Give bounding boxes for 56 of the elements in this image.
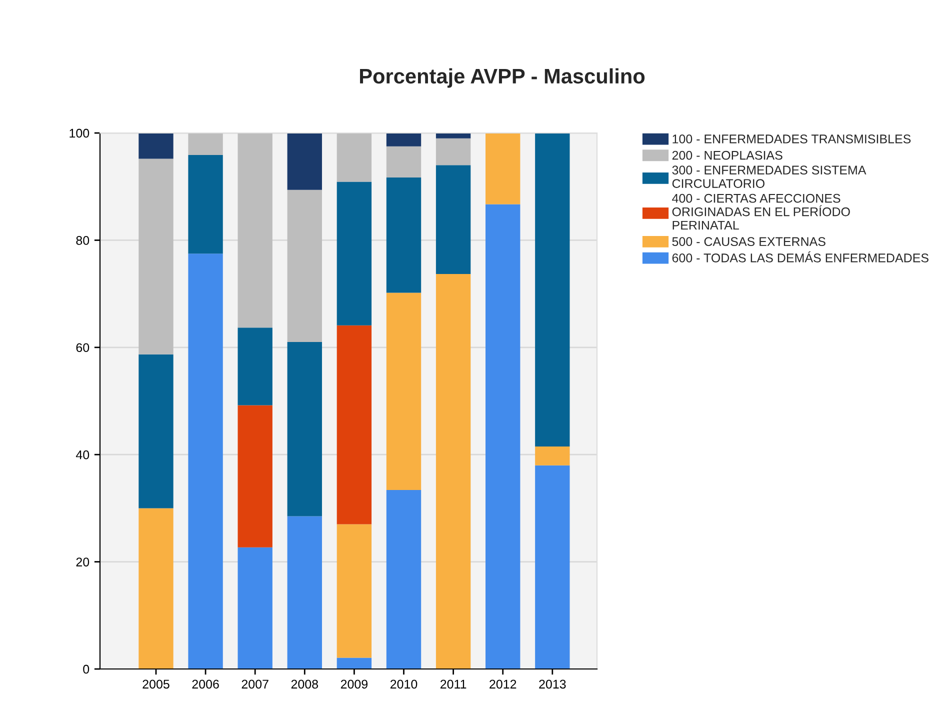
bar — [138, 354, 174, 508]
y-tick-label: 80 — [76, 236, 90, 245]
legend-label: 500 - CAUSAS EXTERNAS — [672, 237, 826, 246]
bar — [188, 154, 223, 254]
bar — [436, 274, 471, 669]
legend-label: 400 - CIERTAS AFECCIONES ORIGINADAS EN EL PERÍODO PERINATAL — [672, 194, 850, 230]
bar — [336, 133, 372, 182]
x-tick-label: 2011 — [440, 680, 466, 689]
bar — [386, 133, 422, 146]
y-tick-label: 60 — [76, 343, 90, 352]
x-tick-label: 2007 — [242, 680, 268, 689]
bar — [386, 146, 422, 178]
x-tick-label: 2013 — [539, 680, 566, 689]
bar — [188, 133, 223, 155]
bar — [287, 342, 322, 516]
bar — [436, 138, 471, 166]
x-tick-label: 2012 — [490, 680, 516, 689]
bar — [535, 465, 570, 669]
x-tick-label: 2008 — [291, 680, 318, 689]
bar — [436, 133, 471, 138]
bar — [386, 177, 422, 293]
y-tick-label: 0 — [83, 664, 90, 674]
chart-title: Porcentaje AVPP - Masculino — [360, 68, 645, 88]
bar — [535, 446, 570, 466]
bar — [386, 490, 422, 669]
y-tick-label: 40 — [76, 450, 90, 460]
bar — [287, 133, 322, 190]
x-tick-label: 2005 — [142, 680, 170, 689]
legend-label: 300 - ENFERMEDADES SISTEMA CIRCULATORIO — [672, 166, 866, 188]
y-tick-label: 20 — [76, 558, 90, 566]
bar — [336, 524, 372, 658]
bar — [535, 133, 570, 447]
bar — [336, 182, 372, 326]
bar — [436, 165, 471, 274]
legend-label: 600 - TODAS LAS DEMÁS ENFERMEDADES — [672, 251, 928, 262]
bar — [138, 508, 174, 669]
bar — [238, 547, 272, 669]
bar — [138, 133, 174, 159]
legend-label: 100 - ENFERMEDADES TRANSMISIBLES — [672, 134, 911, 144]
bar — [238, 328, 272, 406]
bar — [336, 325, 372, 524]
bar — [287, 190, 322, 342]
bar — [486, 204, 520, 669]
bar — [188, 254, 223, 669]
x-tick-label: 2006 — [192, 680, 219, 689]
y-tick-label: 100 — [70, 128, 90, 138]
bar — [486, 133, 520, 204]
bar — [287, 516, 322, 669]
bar — [238, 133, 272, 328]
legend-label: 200 - NEOPLASIAS — [672, 150, 782, 160]
bar — [386, 292, 422, 490]
bar — [336, 658, 372, 669]
bar — [238, 405, 272, 548]
x-tick-label: 2009 — [340, 680, 368, 689]
bar — [138, 158, 174, 354]
x-tick-label: 2010 — [390, 680, 418, 689]
